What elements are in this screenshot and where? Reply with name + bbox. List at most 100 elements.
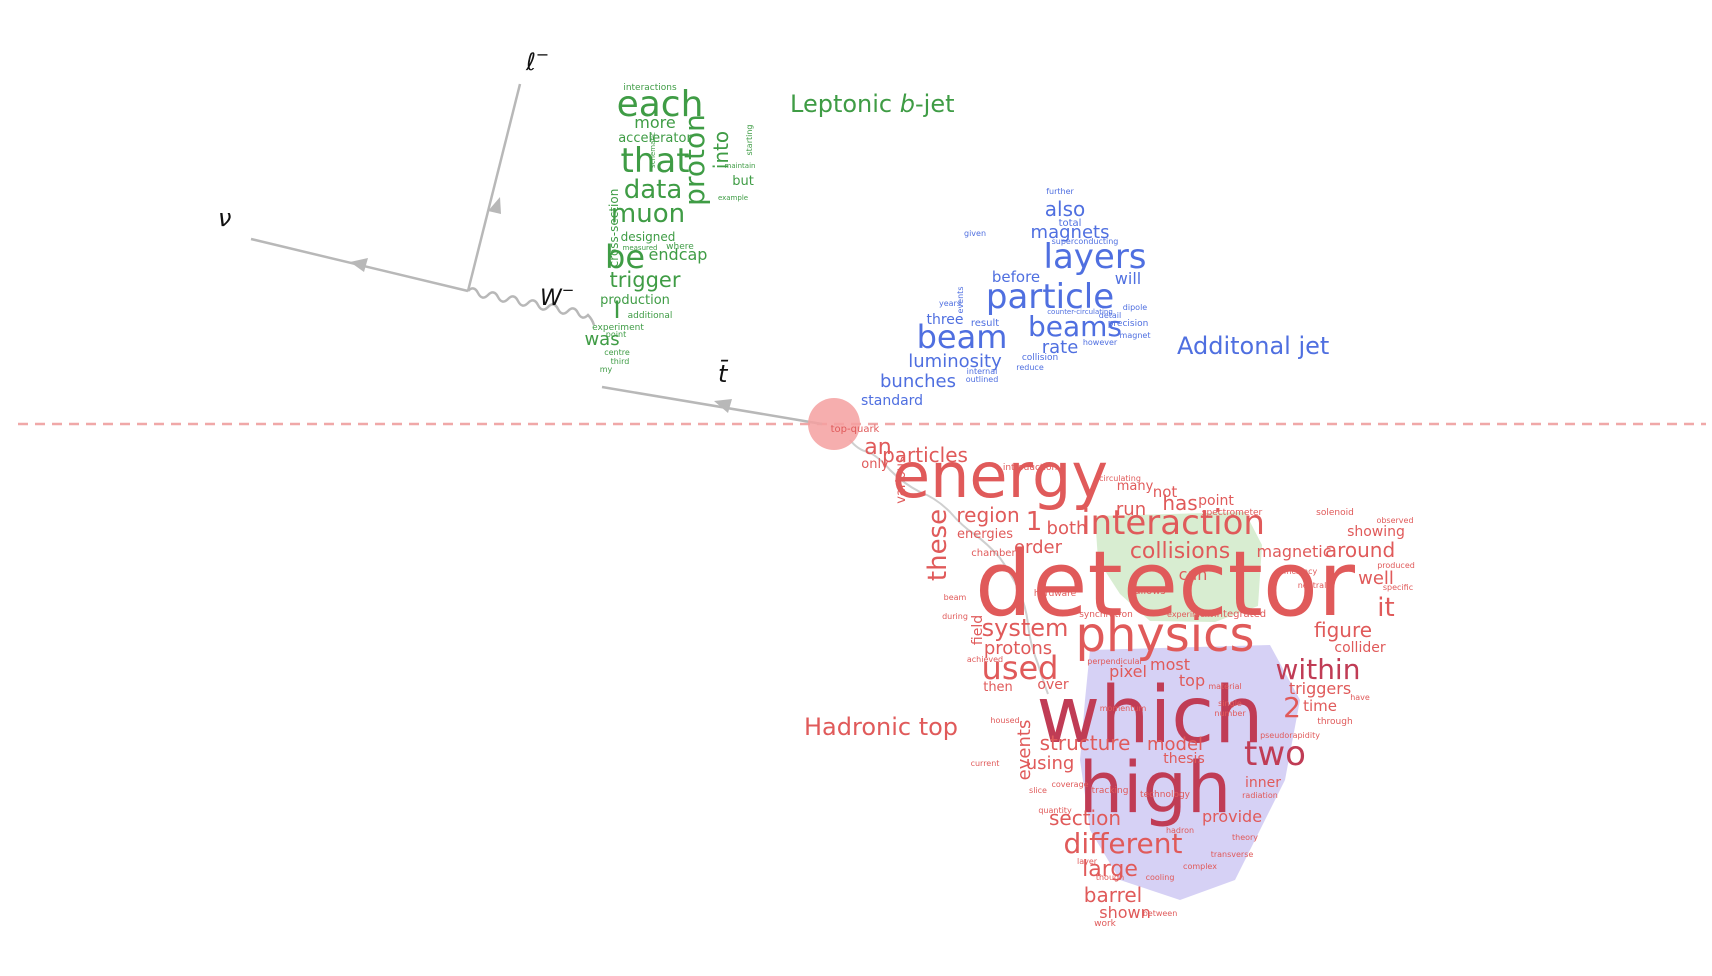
cloud-word-red: used <box>982 649 1059 687</box>
cloud-word-blue: bunches <box>880 371 956 392</box>
cloud-word-red: region <box>956 503 1019 527</box>
cloud-word-green: into <box>709 131 733 169</box>
cloud-word-red: high <box>1079 747 1232 829</box>
cloud-word-red: layer <box>1077 857 1098 866</box>
cloud-word-red: experiment <box>1167 610 1213 619</box>
cloud-word-blue: beams <box>1028 310 1122 343</box>
additional-jet-label: Additonal jet <box>1177 332 1329 360</box>
cloud-word-green: but <box>732 174 754 189</box>
cloud-word-red: using <box>1026 753 1075 774</box>
cloud-word-blue: three <box>926 312 963 328</box>
cloud-word-red: momentum <box>1100 704 1147 713</box>
hadronic-top-label: Hadronic top <box>804 713 958 741</box>
cloud-word-red: then <box>983 680 1013 695</box>
cloud-word-red: time <box>1303 697 1337 715</box>
cloud-word-red: perpendicular <box>1087 657 1143 666</box>
cloud-word-red: well <box>1358 568 1394 589</box>
cloud-word-red: detector <box>975 532 1355 637</box>
overlay-regions <box>1080 512 1300 900</box>
cloud-word-green: experiment <box>592 323 644 333</box>
cloud-word-blue: outlined <box>966 375 999 384</box>
lepton-superscript: − <box>536 45 549 64</box>
neutrino-arrow-icon <box>350 258 368 272</box>
cloud-word-blue: rate <box>1042 337 1079 358</box>
cloud-word-red: most <box>1150 655 1190 674</box>
cloud-word-red: interaction <box>1081 503 1265 543</box>
cloud-word-blue: standard <box>861 393 923 409</box>
cloud-word-red: field <box>970 615 986 645</box>
cloud-word-red: work <box>1094 919 1117 929</box>
cloud-word-red: run <box>1116 499 1146 520</box>
cloud-word-red: synchrotron <box>1079 610 1133 620</box>
cloud-word-red: large <box>1082 857 1138 882</box>
cloud-word-blue: total <box>1059 218 1082 229</box>
cloud-word-red: order <box>1014 537 1063 558</box>
cloud-word-blue: reduce <box>1016 363 1044 372</box>
cloud-word-red: through <box>1317 717 1352 727</box>
cloud-word-red: between <box>1143 909 1178 918</box>
cloud-word-red: pixel <box>1109 662 1147 681</box>
cloud-word-red: figure <box>1314 618 1372 642</box>
neutrino-label: ν <box>218 204 231 232</box>
cloud-word-red: 2 <box>1283 691 1301 724</box>
cloud-word-blue: precision <box>1108 319 1149 329</box>
cloud-word-green: that <box>620 141 689 181</box>
cloud-word-red: number <box>1214 709 1246 718</box>
cloud-word-red: introduction <box>1003 463 1057 473</box>
cloud-word-red: material <box>1208 682 1241 691</box>
cloud-word-red: system <box>982 614 1069 642</box>
cloud-word-red: section <box>1049 806 1121 830</box>
cloud-word-blue: detail <box>1099 311 1121 320</box>
cloud-word-red: solenoid <box>1316 508 1354 518</box>
cloud-word-green: more <box>634 113 675 132</box>
cloud-word-blue: result <box>971 318 999 329</box>
overlay-green-region <box>1095 512 1262 622</box>
cloud-word-red: radiation <box>1242 791 1278 800</box>
cloud-word-red: current <box>971 759 1000 768</box>
cloud-word-red: point <box>1198 493 1234 509</box>
cloud-word-blue: internal <box>967 367 998 376</box>
overlay-purple-region <box>1080 645 1300 900</box>
cloud-word-red: an <box>864 435 891 460</box>
cloud-word-red: events <box>1014 720 1035 781</box>
antitop-arrow-icon <box>714 399 732 413</box>
cloud-word-red: quantity <box>1038 806 1072 815</box>
cloud-word-red: though <box>1096 873 1124 882</box>
cloud-word-red: showing <box>1347 524 1405 540</box>
cloud-word-green: starting <box>745 124 754 155</box>
lepton-label: ℓ− <box>525 45 549 76</box>
cloud-word-red: technology <box>1140 790 1191 800</box>
cloud-word-green: where <box>666 242 694 252</box>
cloud-word-red: energies <box>957 527 1013 542</box>
antitop-line <box>601 385 823 426</box>
cloud-word-blue: luminosity <box>908 351 1002 372</box>
cloud-word-blue: magnet <box>1120 331 1151 340</box>
cloud-word-blue: counter-circulating <box>1047 308 1113 316</box>
cloud-word-green: measured <box>623 244 658 252</box>
cloud-word-blue: given <box>964 229 986 238</box>
cloud-word-red: specific <box>1383 583 1413 592</box>
cloud-word-red: allows <box>1134 586 1165 597</box>
cloud-word-blue: years <box>939 299 961 308</box>
cloud-word-red: these <box>923 509 953 581</box>
interaction-vertex <box>808 398 860 450</box>
cloud-word-red: inner <box>1245 775 1281 791</box>
cloud-word-red: it <box>1377 593 1394 623</box>
cloud-word-red: around <box>1325 538 1395 562</box>
cloud-word-blue: collision <box>1022 353 1058 363</box>
cloud-word-red: 1 <box>1026 507 1043 537</box>
cloud-word-red: efficiency <box>1279 567 1318 576</box>
cloud-word-red: different <box>1064 827 1183 860</box>
cloud-word-green: schematic <box>649 132 657 168</box>
cloud-word-red: pseudorapidity <box>1260 731 1320 740</box>
cloud-word-blue: magnets <box>1031 222 1110 243</box>
cloud-word-green: trigger <box>610 268 681 292</box>
cloud-word-green: maintain <box>725 162 756 170</box>
cloud-word-green: third <box>611 357 630 366</box>
cloud-word-green: additional <box>628 311 673 321</box>
cloud-word-red: transverse <box>1211 850 1254 859</box>
cloud-word-red: two <box>1244 734 1306 774</box>
cloud-word-red: hardware <box>1034 589 1077 599</box>
cloud-word-green: centre <box>604 348 630 357</box>
cloud-word-red: cooling <box>1146 873 1175 882</box>
